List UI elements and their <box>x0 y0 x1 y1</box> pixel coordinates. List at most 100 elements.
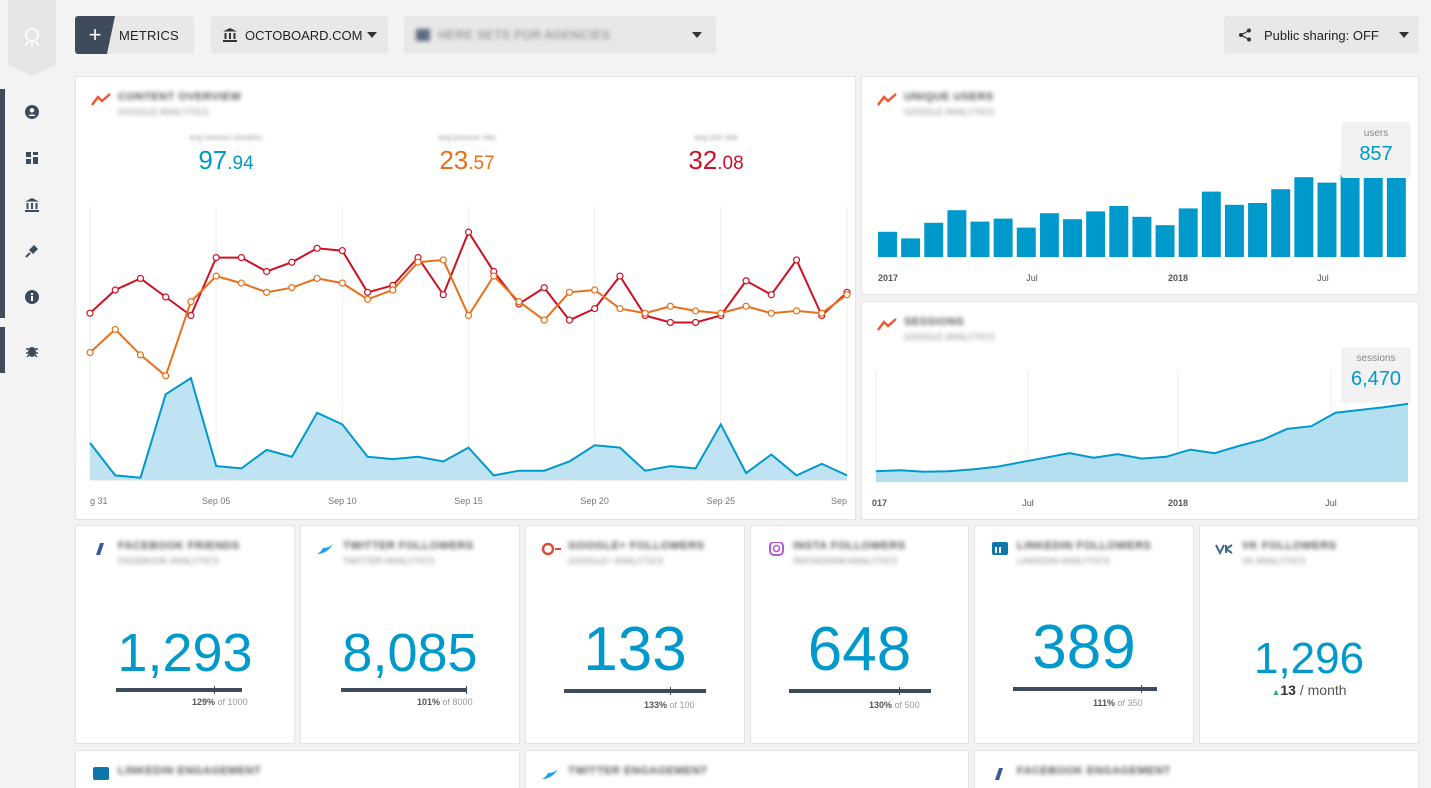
bar <box>1086 211 1106 257</box>
tile-twitter-engagement[interactable]: TWITTER ENGAGEMENT <box>525 750 969 788</box>
widget-subtitle: GOOGLE+ ANALYTICS <box>568 556 664 566</box>
tile-google-plus-followers[interactable]: GOOGLE+ FOLLOWERS GOOGLE+ ANALYTICS 133 1… <box>525 525 745 744</box>
x-tick-label: Sep 05 <box>202 496 231 506</box>
x-tick-label: Sep 10 <box>328 496 357 506</box>
widget-subtitle: INSTAGRAM ANALYTICS <box>793 556 898 566</box>
widget-title: VK FOLLOWERS <box>1242 540 1337 552</box>
data-point <box>641 309 649 317</box>
instagram-icon <box>769 542 784 556</box>
data-point <box>363 295 372 303</box>
data-point <box>616 304 624 313</box>
google-analytics-icon <box>877 318 897 331</box>
sidebar-active-strip <box>0 89 5 318</box>
organization-select[interactable]: OCTOBOARD.COM <box>211 16 388 54</box>
widget-subtitle: FACEBOOK ANALYTICS <box>118 556 219 566</box>
twitter-icon <box>317 544 333 554</box>
data-point <box>666 318 674 327</box>
content-overview-widget[interactable]: CONTENT OVERVIEW GOOGLE ANALYTICS avg.se… <box>75 76 856 520</box>
user-icon[interactable] <box>22 102 42 122</box>
kpi-value: 32.08 <box>688 145 744 175</box>
widget-title: GOOGLE+ FOLLOWERS <box>568 540 705 552</box>
kpi-value: 97.94 <box>198 145 254 175</box>
tile-delta: ▲13 / month <box>1271 682 1347 698</box>
data-point <box>515 298 523 306</box>
tooltip-value: 857 <box>1359 143 1393 165</box>
tooltip-label: sessions <box>1356 353 1396 364</box>
data-point <box>187 311 195 320</box>
tile-value: 1,296 <box>1253 634 1365 683</box>
data-point <box>263 267 271 276</box>
data-point <box>363 288 372 296</box>
dashboard-icon[interactable] <box>22 148 42 168</box>
bar <box>1039 213 1059 257</box>
data-point <box>111 286 119 294</box>
octoboard-logo[interactable] <box>8 0 56 76</box>
data-point <box>717 309 725 317</box>
share-icon <box>1239 28 1251 42</box>
data-point <box>237 279 245 287</box>
bar <box>901 238 921 257</box>
kpi-exit-rate: avg.exit rate 32.08 <box>646 133 786 176</box>
x-tick-label: Jul <box>1325 498 1337 508</box>
bar <box>1063 219 1083 257</box>
info-icon[interactable] <box>22 287 42 307</box>
sessions-area-chart[interactable]: 017 Jul 2018 Jul <box>862 302 1420 521</box>
tile-vk-followers[interactable]: VK FOLLOWERS VK ANALYTICS 1,296 ▲13 / mon… <box>1199 525 1419 744</box>
sessions-widget[interactable]: SESSIONS GOOGLE ANALYTICS 017 Jul 2018 Jul … <box>861 301 1419 520</box>
kpi-bounce-rate: avg.bounce rate 23.57 <box>397 133 537 176</box>
bank-icon[interactable] <box>22 195 42 215</box>
unique-users-bar-chart[interactable]: 2017 Jul 2018 Jul <box>862 77 1420 296</box>
google-analytics-icon <box>91 93 111 106</box>
kpi-label: avg.bounce rate <box>438 133 496 142</box>
chevron-down-icon <box>366 32 377 38</box>
data-point <box>313 244 321 252</box>
data-point <box>540 284 548 292</box>
public-sharing-toggle[interactable]: Public sharing: OFF <box>1224 16 1419 54</box>
octopus-icon <box>24 28 40 47</box>
overview-line-chart[interactable]: g 31 Sep 05 Sep 10 Sep 15 Sep 20 Sep 25 Sep <box>76 77 857 521</box>
widget-subtitle: TWITTER ANALYTICS <box>343 556 435 566</box>
data-point <box>86 348 94 357</box>
dashboard-select[interactable]: HERE SETS FOR AGENCIES <box>404 16 716 54</box>
tile-facebook-engagement[interactable]: FACEBOOK ENGAGEMENT <box>974 750 1419 788</box>
google-plus-icon <box>541 542 561 556</box>
data-point <box>464 311 473 320</box>
goal-text: 130% of 500 <box>869 700 920 710</box>
data-point <box>792 307 801 315</box>
data-point <box>288 284 296 292</box>
plug-icon[interactable] <box>22 241 42 261</box>
add-metrics-button[interactable]: + METRICS <box>75 16 194 54</box>
data-point <box>263 288 271 296</box>
bug-icon[interactable] <box>22 341 42 361</box>
widget-title: SESSIONS <box>904 316 965 328</box>
x-tick-label: g 31 <box>90 496 108 506</box>
x-tick-label: Sep 20 <box>580 496 609 506</box>
tile-linkedin-engagement[interactable]: LINKEDIN ENGAGEMENT <box>75 750 520 788</box>
tile-instagram-followers[interactable]: INSTA FOLLOWERS INSTAGRAM ANALYTICS 648 1… <box>750 525 969 744</box>
tile-facebook-friends[interactable]: FACEBOOK FRIENDS FACEBOOK ANALYTICS 1,293… <box>75 525 295 744</box>
tile-twitter-followers[interactable]: TWITTER FOLLOWERS TWITTER ANALYTICS 8,085… <box>300 525 520 744</box>
x-tick-label: Jul <box>1026 273 1038 283</box>
data-point <box>162 372 170 380</box>
goal-text: 101% of 8000 <box>417 697 473 707</box>
tile-linkedin-followers[interactable]: LINKEDIN FOLLOWERS LINKEDIN ANALYTICS 389… <box>974 525 1194 744</box>
data-point <box>490 272 498 280</box>
data-point <box>338 279 346 287</box>
data-point <box>742 277 750 285</box>
widget-subtitle: LINKEDIN ANALYTICS <box>1017 556 1110 566</box>
widget-header: LINKEDIN FOLLOWERS LINKEDIN ANALYTICS <box>989 540 1151 566</box>
series-area-session-duration <box>90 378 847 480</box>
data-point <box>237 254 245 262</box>
goal-progress-bar <box>116 686 242 694</box>
data-point <box>136 274 145 283</box>
facebook-icon <box>96 543 104 555</box>
data-point <box>389 286 397 294</box>
bar <box>1248 203 1268 257</box>
bar <box>878 231 897 257</box>
tile-value: 8,085 <box>342 623 478 683</box>
unique-users-widget[interactable]: UNIQUE USERS GOOGLE ANALYTICS 2017 Jul 201… <box>861 76 1419 295</box>
widget-title: UNIQUE USERS <box>904 91 994 103</box>
series-line-session-duration <box>89 376 848 479</box>
tile-value: 389 <box>1032 613 1136 682</box>
data-point <box>666 302 674 310</box>
